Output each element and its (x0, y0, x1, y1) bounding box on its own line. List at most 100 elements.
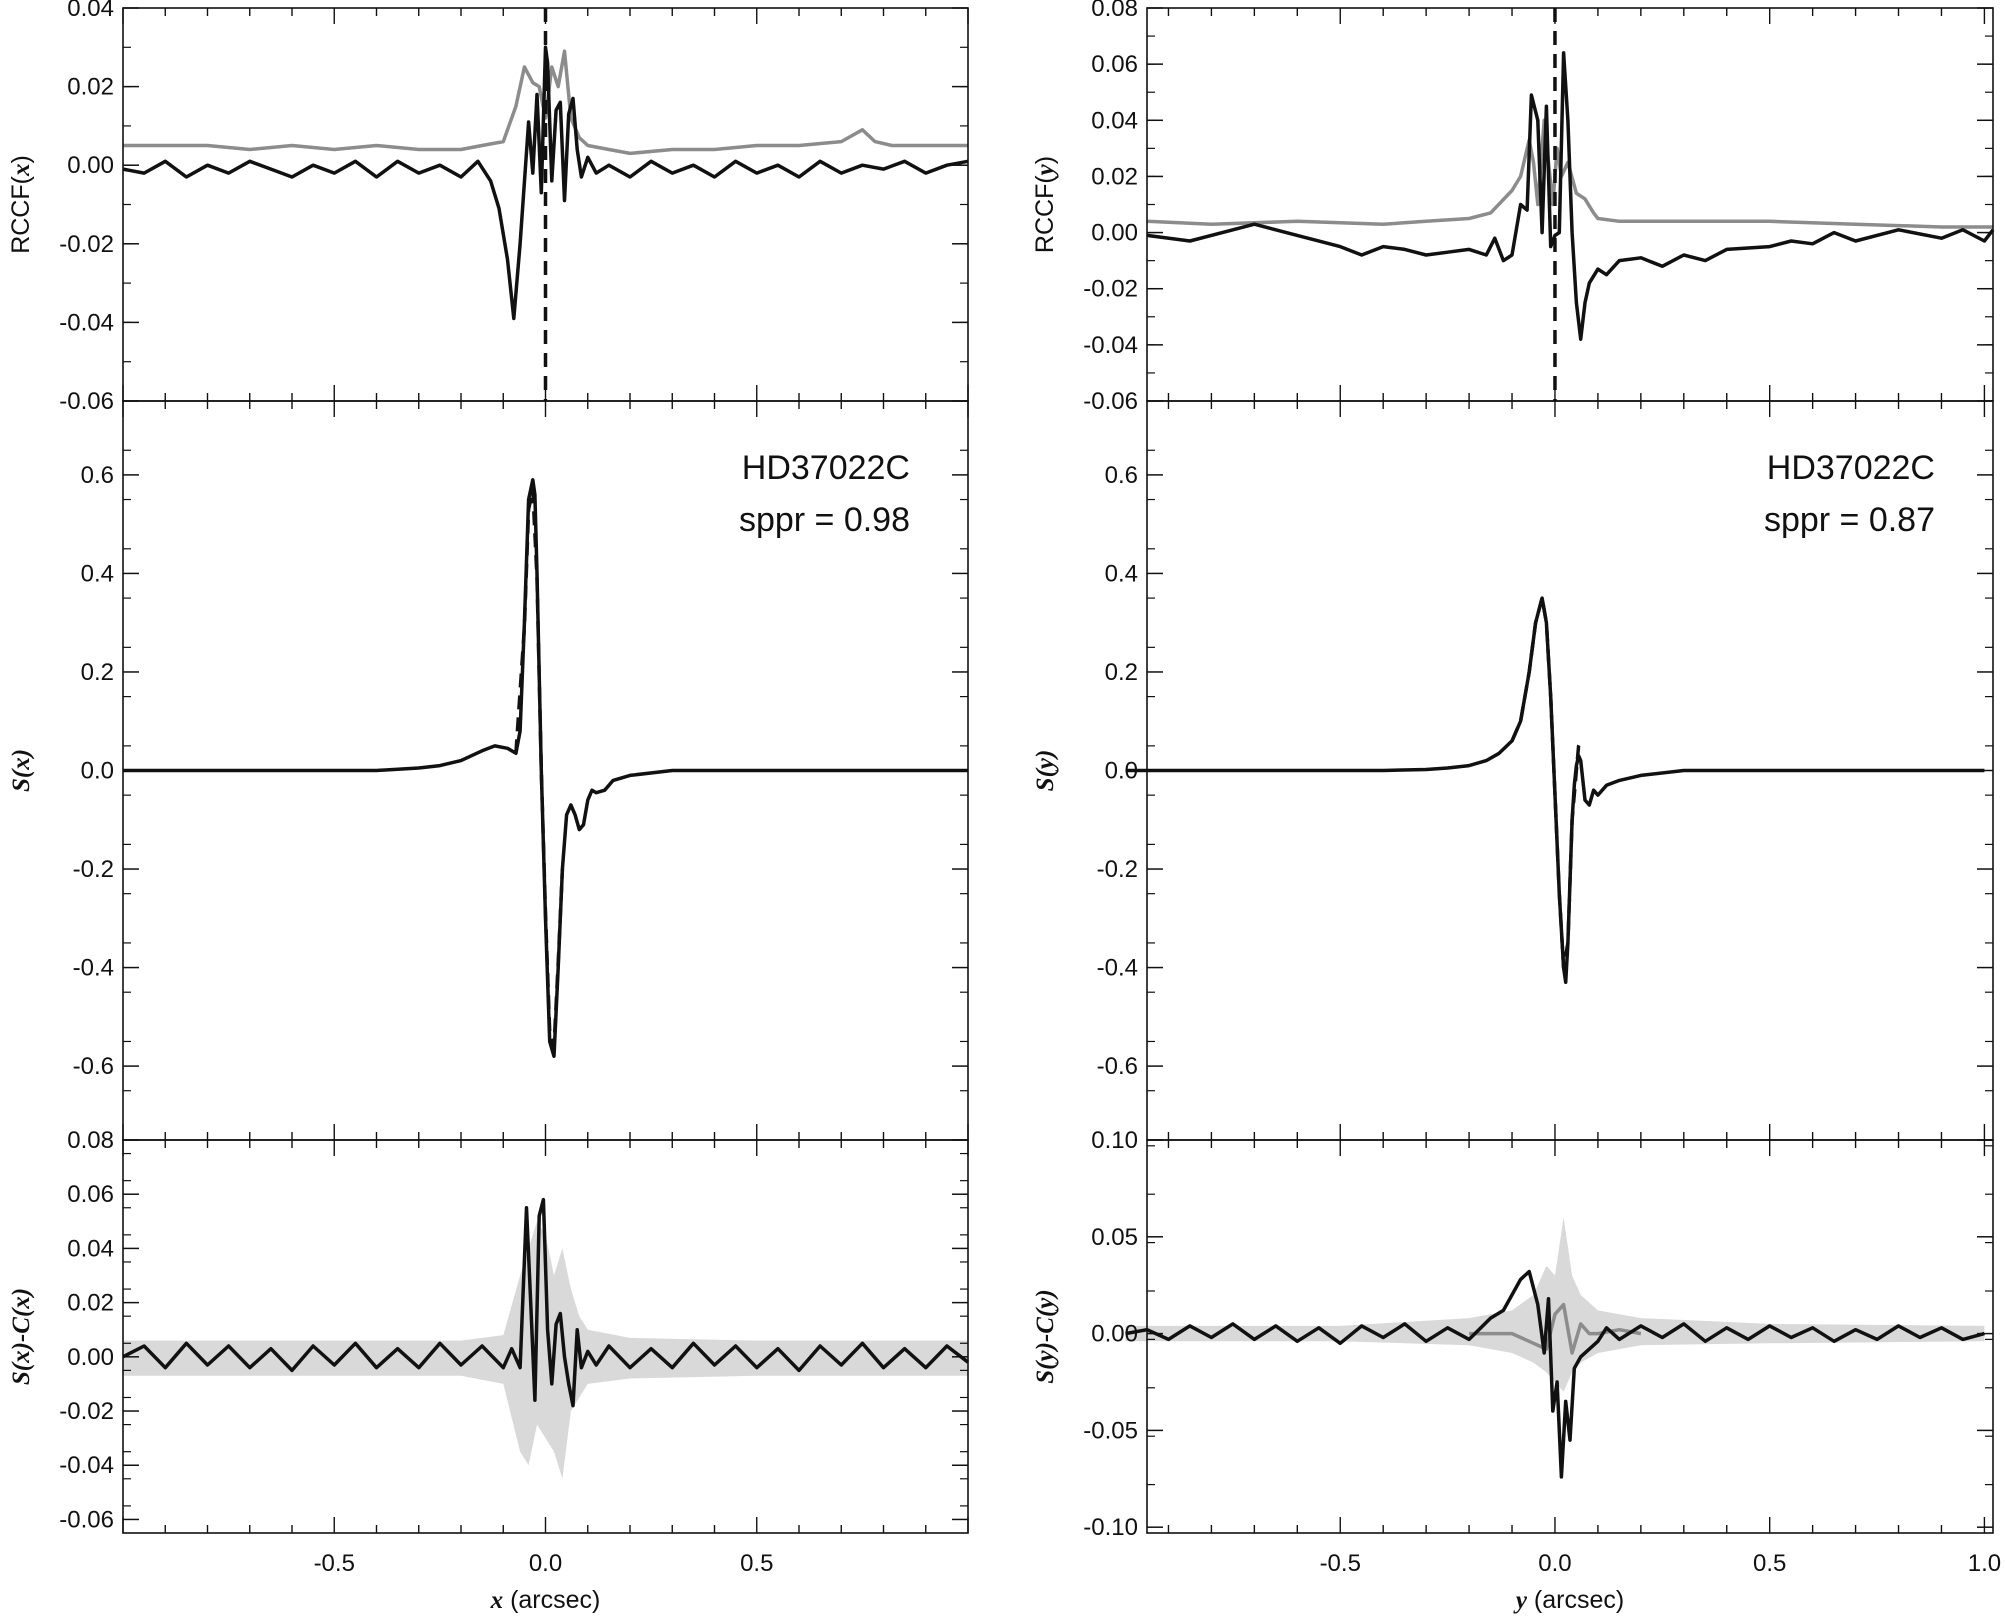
residual-panel: -0.06-0.04-0.020.000.020.040.060.08S(x)-… (8, 1127, 970, 1534)
right-chart-column: -0.06 -0.04 -0.02 0.00 0.02 0.04 0.06 0.08 RCCF(… (1031, 0, 2001, 1614)
y-axis-title: S(x) (8, 749, 35, 792)
y-axis-title-part: ) (8, 1288, 35, 1298)
y-tick-label: -0.02 (59, 231, 114, 258)
model-dashed-line (514, 487, 565, 1049)
y-axis-title-part: C( (1032, 1307, 1059, 1334)
panel-annotation: HD37022C (742, 449, 910, 487)
y-tick-label: -0.06 (1083, 388, 1138, 415)
y-tick-label: -0.6 (1097, 1053, 1138, 1080)
y-tick-label: 0.00 (67, 152, 114, 179)
y-tick-label: -0.4 (1097, 955, 1138, 982)
y-axis-title-part: x (8, 164, 35, 178)
y-axis-title-part: ) (8, 749, 35, 759)
y-axis-title-part: S( (8, 768, 35, 792)
y-tick-label: -0.6 (73, 1053, 114, 1080)
y-tick-label: -0.04 (59, 309, 114, 336)
y-axis-title-part: y (1032, 757, 1059, 772)
y-tick-label: 0.06 (1091, 51, 1138, 78)
black-series-line (122, 45, 969, 321)
y-axis-title-part: C( (8, 1307, 35, 1334)
y-axis-title: RCCF(x) (7, 155, 35, 254)
black-series-line (123, 478, 968, 1058)
x-axis-title: x (arcsec) (490, 1586, 601, 1614)
y-tick-label: 0.10 (1091, 1127, 1138, 1154)
model-dashed-line (1510, 596, 1583, 970)
y-tick-label: 0.02 (67, 74, 114, 101)
y-axis-title-part: ) (7, 155, 35, 163)
y-tick-label: 0.0 (1105, 758, 1138, 785)
y-axis-title-part: ) (1031, 156, 1059, 164)
black-series-line (1146, 51, 1995, 341)
y-tick-label: -0.02 (59, 1398, 114, 1425)
y-tick-label: -0.05 (1083, 1417, 1138, 1444)
gray-series-line (123, 49, 968, 156)
y-tick-label: 0.2 (1105, 659, 1138, 686)
y-tick-label: 0.04 (67, 1235, 114, 1262)
x-tick-label: 0.0 (1538, 1550, 1571, 1577)
y-axis-title-part: S( (1032, 1360, 1059, 1384)
y-tick-label: -0.02 (1083, 276, 1138, 303)
y-tick-label: -0.2 (73, 856, 114, 883)
y-axis-title-part: S( (8, 1361, 35, 1385)
y-axis-title-part: RCCF( (7, 175, 35, 253)
y-tick-label: 0.00 (1091, 1321, 1138, 1348)
x-axis-title-part: (arcsec) (1527, 1586, 1624, 1614)
y-tick-label: 0.04 (67, 0, 114, 22)
uncertainty-band (1125, 1217, 1985, 1392)
y-tick-label: 0.06 (67, 1181, 114, 1208)
x-tick-label: 0.0 (529, 1550, 562, 1577)
y-tick-label: -0.04 (59, 1452, 114, 1479)
panel-annotation: sppr = 0.87 (1764, 501, 1935, 539)
y-tick-label: 0.4 (81, 560, 114, 587)
x-tick-label: -0.5 (1320, 1550, 1361, 1577)
y-tick-label: 0.05 (1091, 1224, 1138, 1251)
y-tick-label: -0.10 (1083, 1514, 1138, 1541)
y-tick-label: 0.04 (1091, 107, 1138, 134)
y-tick-label: -0.06 (59, 1506, 114, 1533)
y-tick-label: 0.0 (81, 758, 114, 785)
x-axis-title: y (arcsec) (1513, 1586, 1624, 1614)
black-series-line (1125, 1269, 1985, 1479)
x-axis-title-part: x (490, 1587, 504, 1614)
y-tick-label: 0.6 (81, 462, 114, 489)
y-axis-title: S(y)-C(y) (1032, 1289, 1059, 1383)
panel-frame (1146, 1139, 1994, 1534)
panel-annotation: sppr = 0.98 (739, 501, 910, 539)
y-axis-title: RCCF(y) (1031, 156, 1059, 253)
y-axis-title-part: ) (1032, 750, 1059, 760)
y-axis-title-part: x (8, 1350, 35, 1364)
x-tick-label: 0.5 (740, 1550, 773, 1577)
y-axis-title-part: y (1032, 1349, 1059, 1364)
profile-panel: -0.6 -0.4 -0.2 0.0 0.2 0.4 0.6 S(y) HD37022C sppr… (1032, 400, 1994, 1141)
rccf-panel: -0.06 -0.04 -0.02 0.00 0.02 0.04 RCCF(x) (7, 0, 969, 415)
x-axis-title-part: y (1513, 1587, 1528, 1614)
y-tick-label: 0.6 (1105, 462, 1138, 489)
y-axis-title: S(y) (1032, 750, 1059, 792)
y-axis-title-part: RCCF( (1031, 175, 1059, 253)
y-tick-label: -0.04 (1083, 332, 1138, 359)
y-axis-title-part: x (8, 757, 35, 771)
y-axis-title-part: )- (1032, 1334, 1059, 1353)
y-axis-title-part: S( (1032, 767, 1059, 791)
y-tick-label: 0.08 (1091, 0, 1138, 22)
y-axis-title-part: y (1032, 163, 1059, 178)
y-tick-label: -0.4 (73, 955, 114, 982)
y-tick-label: -0.2 (1097, 856, 1138, 883)
x-axis-title-part: (arcsec) (503, 1586, 600, 1614)
panel-annotation: HD37022C (1767, 449, 1935, 487)
y-axis-title: S(x)-C(x) (8, 1288, 35, 1385)
x-tick-label: 1.0 (1968, 1550, 2001, 1577)
y-tick-label: 0.00 (67, 1344, 114, 1371)
residual-panel: -0.10-0.050.000.050.10S(y)-C(y) (1032, 1127, 1994, 1541)
y-tick-label: 0.02 (67, 1290, 114, 1317)
y-axis-title-part: x (8, 1296, 35, 1310)
black-series-line (122, 1197, 970, 1408)
profile-panel: -0.6 -0.4 -0.2 0.0 0.2 0.4 0.6 S(x) HD37022C sppr… (8, 400, 969, 1141)
rccf-panel: -0.06 -0.04 -0.02 0.00 0.02 0.04 0.06 0.08 RCCF(… (1031, 0, 1995, 415)
uncertainty-band (123, 1221, 968, 1479)
y-tick-label: 0.2 (81, 659, 114, 686)
y-tick-label: 0.4 (1105, 560, 1138, 587)
y-axis-title-part: ) (1032, 1289, 1059, 1299)
y-axis-title-part: y (1032, 1297, 1059, 1312)
